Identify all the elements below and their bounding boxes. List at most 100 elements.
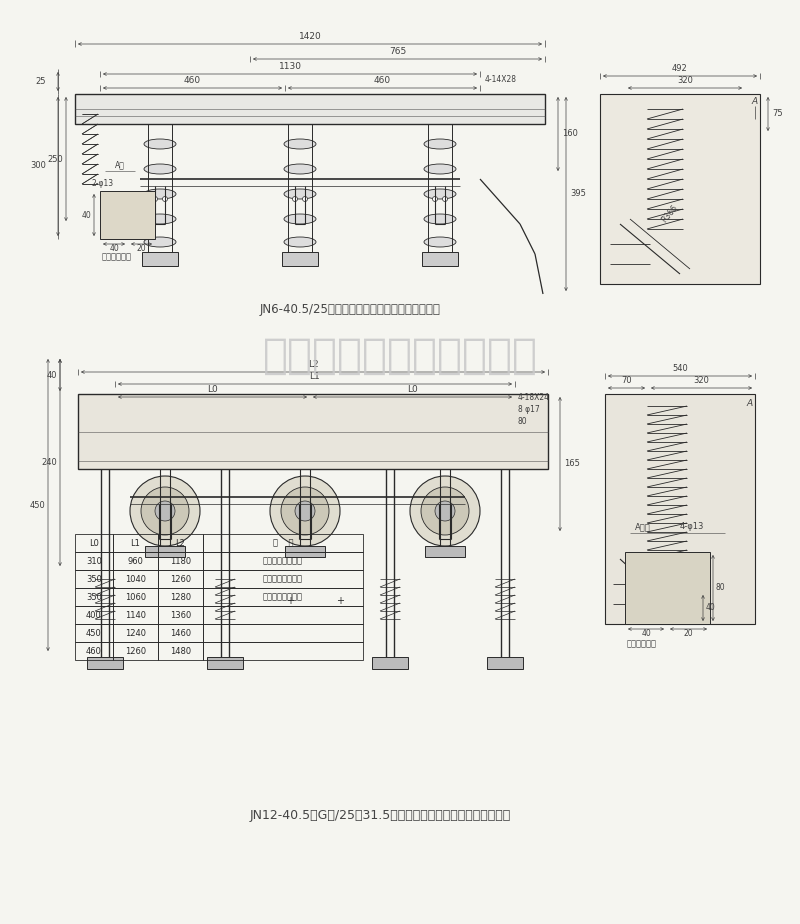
Text: L0: L0 [207,385,218,394]
Ellipse shape [284,164,316,174]
Text: JN6-40.5/25户内高压接地开关外形及安装尺存图: JN6-40.5/25户内高压接地开关外形及安装尺存图 [259,302,441,315]
Circle shape [130,476,200,546]
Bar [87,657,123,669]
Ellipse shape [144,189,176,199]
Text: JN12-40.5（G）/25～31.5户内高压接地开关外形及安装尺存图: JN12-40.5（G）/25～31.5户内高压接地开关外形及安装尺存图 [250,809,510,822]
Text: 395: 395 [570,189,586,199]
Ellipse shape [284,214,316,224]
Text: 4-18X24: 4-18X24 [518,394,550,403]
Circle shape [136,194,146,204]
Text: 1140: 1140 [125,611,146,619]
Bar [148,124,172,254]
Text: 备    注: 备 注 [273,539,294,548]
Text: 350: 350 [86,575,102,583]
Ellipse shape [144,214,176,224]
Text: 1360: 1360 [170,611,191,619]
Text: A: A [752,98,758,106]
Bar [600,94,760,284]
Circle shape [153,197,158,201]
Text: 460: 460 [86,647,102,655]
Text: A断面: A断面 [635,522,650,531]
Text: 40: 40 [82,211,91,220]
Text: 1460: 1460 [170,628,191,638]
Circle shape [681,565,693,577]
Text: 320: 320 [677,76,693,85]
Circle shape [293,197,298,201]
Text: 4-φ13: 4-φ13 [680,522,704,531]
Circle shape [155,501,175,521]
Ellipse shape [424,139,456,149]
Text: A: A [747,399,753,408]
Circle shape [108,216,118,226]
Ellipse shape [284,139,316,149]
Text: 320: 320 [694,376,710,385]
Bar [75,588,113,606]
Text: 400: 400 [86,611,102,619]
Bar [113,642,158,660]
Text: R366: R366 [660,203,680,225]
Text: 4-14X28: 4-14X28 [485,75,517,83]
Text: 765: 765 [389,47,406,56]
Bar [113,534,158,552]
Text: 450: 450 [86,628,102,638]
Text: 1240: 1240 [125,628,146,638]
Bar [75,624,113,642]
Bar [75,94,545,124]
Text: 1280: 1280 [170,592,191,602]
Text: L1: L1 [310,372,320,381]
Text: L0: L0 [407,385,418,394]
Bar [158,570,203,588]
Text: 492: 492 [672,64,688,73]
Text: 240: 240 [42,458,57,467]
Bar [78,394,548,469]
Text: 1260: 1260 [170,575,191,583]
Ellipse shape [284,237,316,247]
Bar [203,624,363,642]
Ellipse shape [144,237,176,247]
Bar [428,124,452,254]
Ellipse shape [144,139,176,149]
Circle shape [639,565,651,577]
Bar [203,588,363,606]
Circle shape [136,216,146,226]
Bar [158,606,203,624]
Bar [605,394,755,624]
Text: 2-φ13: 2-φ13 [92,179,114,188]
Bar [203,534,363,552]
Text: 8 φ17: 8 φ17 [518,405,540,414]
Text: 接线端子尺存: 接线端子尺存 [627,639,657,648]
Text: 20: 20 [684,629,694,638]
Text: 40: 40 [46,371,57,380]
Text: 40: 40 [706,603,716,613]
Text: 350: 350 [86,592,102,602]
Bar [75,642,113,660]
Text: +: + [336,596,344,606]
Bar [113,624,158,642]
Bar [113,552,158,570]
Circle shape [270,476,340,546]
Text: 460: 460 [374,76,391,85]
Text: 1180: 1180 [170,556,191,565]
Bar [113,606,158,624]
Bar [113,570,158,588]
Text: 1060: 1060 [125,592,146,602]
Bar [75,606,113,624]
Text: 25: 25 [35,77,46,86]
Bar [158,534,203,552]
Bar [145,546,185,557]
Ellipse shape [424,237,456,247]
Bar [285,546,325,557]
Text: +: + [286,596,294,606]
Bar [158,642,203,660]
Text: 70: 70 [621,376,632,385]
Circle shape [302,197,307,201]
Circle shape [141,487,189,535]
Bar [113,588,158,606]
Ellipse shape [424,189,456,199]
Bar [207,657,243,669]
Text: 40: 40 [641,629,651,638]
Text: 960: 960 [127,556,143,565]
Text: 75: 75 [772,110,782,118]
Circle shape [435,501,455,521]
Text: 310: 310 [86,556,102,565]
